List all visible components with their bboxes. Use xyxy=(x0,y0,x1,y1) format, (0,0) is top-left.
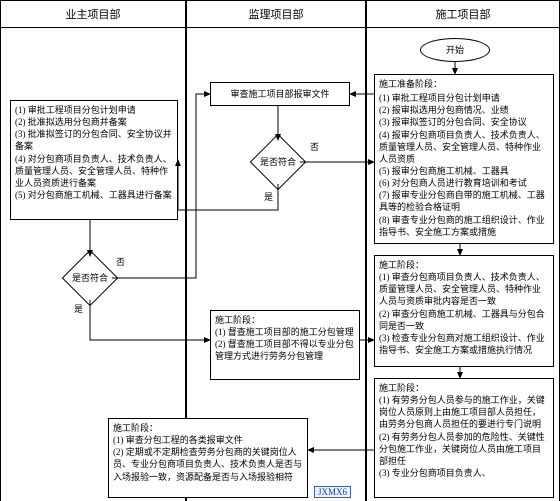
cons1-item-1: (1) 审查分包商项目负责人、技术负责人、质量管理人员、安全管理人员、特种作业人… xyxy=(379,271,549,307)
review-box: 审查施工项目部报审文件 xyxy=(210,82,350,106)
cons1-box: 施工阶段： (1) 审查分包商项目负责人、技术负责人、质量管理人员、安全管理人员… xyxy=(374,255,554,367)
owner-item-3: (3) 批准拟签订的分包合同、安全协议并备案 xyxy=(15,128,173,152)
d1-no-label: 否 xyxy=(310,140,319,153)
prep-item-8: (8) 审查专业分包商的施工组织设计、作业指导书、安全施工方案或措施 xyxy=(379,214,549,238)
sup-item-2: (2) 督查施工项目部不得以专业分包管理方式进行劳务分包管理 xyxy=(215,338,355,362)
col-header-supervision: 监理项目部 xyxy=(186,0,366,28)
cons1-title: 施工阶段： xyxy=(379,259,549,271)
cons2-item-2: (2) 有劳务分包人员参加的危险性、关键性分包施工作业，关键岗位人员由施工项目部… xyxy=(379,431,549,467)
d2-no-label: 否 xyxy=(116,255,125,268)
review-label: 审查施工项目部报审文件 xyxy=(230,88,329,100)
owner2-item-1: (1) 审查分包工程的各类报审文件 xyxy=(113,434,303,446)
owner2-title: 施工阶段： xyxy=(113,422,303,434)
cons1-item-3: (3) 检查专业分包商对施工组织设计、作业指导书、安全施工方案或措施执行情况 xyxy=(379,332,549,356)
prep-item-4: (4) 报审分包商项目负责人、技术负责人、质量管理人员、安全管理人员、特种作业人… xyxy=(379,129,549,165)
owner2-item-2: (2) 定期或不定期检查劳务分包商的关键岗位人员、专业分包商项目负责人、技术负责… xyxy=(113,446,303,482)
prep-item-5: (5) 报审分包商施工机械、工器具 xyxy=(379,165,549,177)
owner-item-2: (2) 批准拟选用分包商并备案 xyxy=(15,116,173,128)
d2-yes-label: 是 xyxy=(74,302,83,315)
prep-item-1: (1) 审批工程项目分包计划申请 xyxy=(379,92,549,104)
prep-item-2: (2) 报审拟选用分包商情况、业绩 xyxy=(379,104,549,116)
start-node: 开始 xyxy=(420,38,490,62)
prep-stage-title: 施工准备阶段： xyxy=(379,78,549,90)
owner-item-4: (4) 对分包商项目负责人、技术负责人、质量管理人员、安全管理人员、特种作业人员… xyxy=(15,153,173,189)
cons2-title: 施工阶段： xyxy=(379,382,549,394)
cons2-box: 施工阶段： (1) 有劳务分包人员参与的施工作业，关键岗位人员原则上由施工项目部… xyxy=(374,378,554,498)
cons2-item-3: (3) 专业分包商项目负责人、 xyxy=(379,467,549,479)
owner-item-1: (1) 审批工程项目分包计划申请 xyxy=(15,104,173,116)
d1-yes-label: 是 xyxy=(264,190,273,203)
start-label: 开始 xyxy=(446,44,464,56)
cons1-item-2: (2) 审查分包商施工机械、工器具与分包合同是否一致 xyxy=(379,308,549,332)
prep-stage-box: 施工准备阶段： (1) 审批工程项目分包计划申请 (2) 报审拟选用分包商情况、… xyxy=(374,74,554,244)
owner-item-5: (5) 对分包商施工机械、工器具进行备案 xyxy=(15,189,173,201)
sup-item-1: (1) 督查施工项目部的施工分包管理 xyxy=(215,326,355,338)
col-header-construction: 施工项目部 xyxy=(366,0,560,28)
cons2-item-1: (1) 有劳务分包人员参与的施工作业，关键岗位人员原则上由施工项目部人员担任，由… xyxy=(379,394,549,430)
col-header-owner-label: 业主项目部 xyxy=(66,6,121,22)
col-header-construction-label: 施工项目部 xyxy=(436,6,491,22)
ref-tag: JXMX6 xyxy=(314,486,351,498)
sup-title: 施工阶段： xyxy=(215,314,355,326)
prep-item-7: (7) 报审专业分包商自带的施工机械、工器具等的检验合格证明 xyxy=(379,189,549,213)
owner-prep-box: (1) 审批工程项目分包计划申请 (2) 批准拟选用分包商并备案 (3) 批准拟… xyxy=(10,100,178,220)
prep-item-3: (3) 报审拟签订的分包合同、安全协议 xyxy=(379,116,549,128)
owner2-box: 施工阶段： (1) 审查分包工程的各类报审文件 (2) 定期或不定期检查劳务分包… xyxy=(108,418,308,498)
sup-stage-box: 施工阶段： (1) 督查施工项目部的施工分包管理 (2) 督查施工项目部不得以专… xyxy=(210,310,360,380)
prep-item-6: (6) 对分包商人员进行教育培训和考试 xyxy=(379,177,549,189)
col-header-supervision-label: 监理项目部 xyxy=(249,6,304,22)
col-header-owner: 业主项目部 xyxy=(0,0,186,28)
